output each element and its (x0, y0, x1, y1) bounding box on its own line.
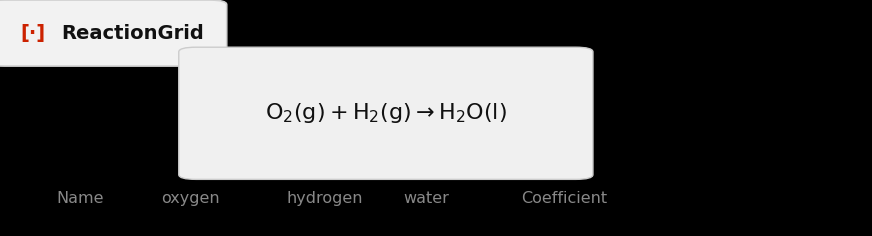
Text: Coefficient: Coefficient (521, 191, 608, 206)
Text: ReactionGrid: ReactionGrid (61, 24, 204, 42)
FancyBboxPatch shape (179, 47, 593, 179)
Text: hydrogen: hydrogen (286, 191, 363, 206)
Text: [·]: [·] (20, 24, 45, 42)
Text: water: water (403, 191, 449, 206)
Text: oxygen: oxygen (161, 191, 220, 206)
Text: $\mathregular{O_2(g) + H_2(g) \rightarrow H_2O(l)}$: $\mathregular{O_2(g) + H_2(g) \rightarro… (265, 101, 507, 125)
Text: Name: Name (57, 191, 104, 206)
FancyBboxPatch shape (0, 0, 227, 66)
